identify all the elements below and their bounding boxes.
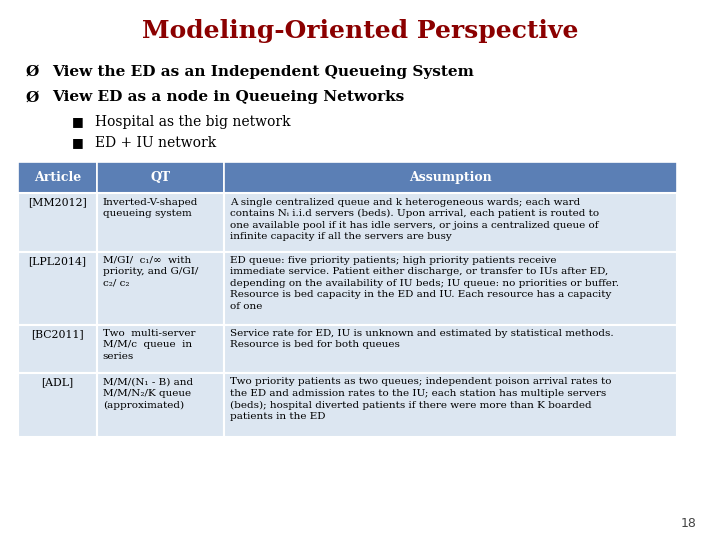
Text: ■: ■ bbox=[72, 136, 84, 149]
Text: View ED as a node in Queueing Networks: View ED as a node in Queueing Networks bbox=[53, 90, 405, 104]
Text: Article: Article bbox=[34, 171, 81, 184]
Bar bbox=[97, 325, 224, 373]
Text: QT: QT bbox=[150, 171, 171, 184]
Bar bbox=[224, 252, 677, 325]
Text: Service rate for ED, IU is unknown and estimated by statistical methods.
Resourc: Service rate for ED, IU is unknown and e… bbox=[230, 329, 613, 349]
Text: [LPL2014]: [LPL2014] bbox=[29, 256, 86, 266]
Text: Ø: Ø bbox=[25, 65, 38, 79]
Text: Two  multi-server
M/M/c  queue  in
series: Two multi-server M/M/c queue in series bbox=[103, 329, 195, 361]
Bar bbox=[18, 162, 97, 193]
Text: [BC2011]: [BC2011] bbox=[31, 329, 84, 339]
Bar bbox=[18, 373, 97, 437]
Bar bbox=[97, 162, 224, 193]
Bar bbox=[224, 373, 677, 437]
Bar bbox=[224, 193, 677, 252]
Text: M/M/(N₁ - B) and
M/M/N₂/K queue
(approximated): M/M/(N₁ - B) and M/M/N₂/K queue (approxi… bbox=[103, 377, 193, 409]
Bar bbox=[97, 252, 224, 325]
Text: ED queue: five priority patients; high priority patients receive
immediate servi: ED queue: five priority patients; high p… bbox=[230, 256, 618, 310]
Text: Inverted-V-shaped
queueing system: Inverted-V-shaped queueing system bbox=[103, 198, 198, 218]
Text: Assumption: Assumption bbox=[409, 171, 492, 184]
Text: [MM2012]: [MM2012] bbox=[28, 198, 87, 208]
Text: Hospital as the big network: Hospital as the big network bbox=[95, 115, 291, 129]
Text: 18: 18 bbox=[681, 517, 697, 530]
Bar bbox=[224, 325, 677, 373]
Bar bbox=[97, 373, 224, 437]
Text: ED + IU network: ED + IU network bbox=[95, 136, 216, 150]
Bar bbox=[97, 193, 224, 252]
Text: Ø: Ø bbox=[25, 90, 38, 104]
Text: A single centralized queue and k heterogeneous wards; each ward
contains Nᵢ i.i.: A single centralized queue and k heterog… bbox=[230, 198, 599, 241]
Text: [ADL]: [ADL] bbox=[41, 377, 73, 388]
Text: View the ED as an Independent Queueing System: View the ED as an Independent Queueing S… bbox=[53, 65, 474, 79]
Text: Modeling-Oriented Perspective: Modeling-Oriented Perspective bbox=[142, 19, 578, 43]
Text: ■: ■ bbox=[72, 115, 84, 128]
Bar bbox=[18, 193, 97, 252]
Bar bbox=[18, 325, 97, 373]
Text: Two priority patients as two queues; independent poison arrival rates to
the ED : Two priority patients as two queues; ind… bbox=[230, 377, 611, 421]
Text: M/GI/  c₁/∞  with
priority, and G/GI/
c₂/ c₂: M/GI/ c₁/∞ with priority, and G/GI/ c₂/ … bbox=[103, 256, 198, 288]
Bar bbox=[18, 252, 97, 325]
Bar bbox=[224, 162, 677, 193]
